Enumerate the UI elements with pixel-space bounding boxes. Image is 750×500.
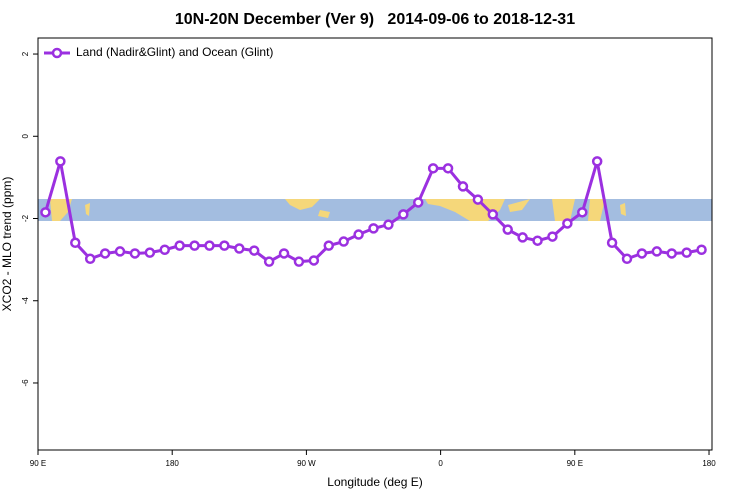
data-point — [442, 163, 454, 174]
data-point — [412, 197, 424, 208]
y-tick-label: -2 — [21, 214, 30, 222]
data-point — [427, 163, 439, 174]
data-point — [398, 209, 409, 220]
data-point — [114, 246, 126, 257]
x-tick-label: 90 E — [567, 459, 583, 468]
data-point — [651, 246, 663, 257]
data-point — [189, 240, 200, 251]
data-point — [368, 223, 379, 234]
data-point — [353, 229, 364, 240]
data-point — [636, 248, 648, 259]
data-point — [174, 240, 185, 251]
y-tick-label: 2 — [21, 51, 30, 56]
data-point — [144, 247, 156, 258]
data-point — [308, 255, 320, 266]
data-point — [457, 181, 469, 192]
data-point — [472, 194, 484, 205]
map-strip — [38, 199, 712, 221]
x-tick-label: 90 E — [30, 459, 46, 468]
data-point — [219, 240, 230, 251]
data-point — [248, 245, 260, 256]
plot-frame — [37, 37, 713, 451]
data-point — [234, 243, 245, 254]
data-point — [666, 248, 677, 259]
y-axis-label: XCO2 - MLO trend (ppm) — [0, 177, 14, 312]
data-point — [263, 256, 275, 267]
data-point — [681, 247, 692, 258]
data-point — [591, 156, 603, 167]
y-tick-label: -6 — [21, 379, 30, 387]
data-point — [517, 232, 528, 243]
x-tick-label: 180 — [166, 459, 180, 468]
data-point — [99, 248, 111, 259]
data-point — [606, 237, 618, 249]
data-point — [293, 256, 305, 267]
data-point — [55, 156, 66, 167]
x-axis-label: Longitude (deg E) — [327, 475, 422, 489]
legend-marker — [51, 47, 63, 59]
data-point — [562, 218, 573, 229]
data-point — [323, 240, 335, 251]
data-point — [532, 235, 543, 246]
data-point — [84, 253, 96, 265]
data-point — [278, 248, 290, 259]
y-tick-label: -4 — [21, 297, 30, 305]
legend-label: Land (Nadir&Glint) and Ocean (Glint) — [76, 45, 273, 59]
data-point — [159, 244, 170, 256]
data-point — [338, 236, 349, 247]
y-tick-label: 0 — [21, 133, 30, 138]
data-point — [577, 207, 588, 218]
x-tick-label: 90 W — [297, 459, 316, 468]
chart-title: 10N-20N December (Ver 9) 2014-09-06 to 2… — [175, 11, 575, 28]
x-tick-label: 0 — [438, 459, 443, 468]
data-point — [40, 207, 51, 218]
x-tick-label: 180 — [702, 459, 716, 468]
data-point — [70, 237, 81, 249]
data-point — [383, 219, 394, 230]
data-point — [204, 240, 215, 251]
data-point — [129, 248, 141, 259]
data-point — [621, 253, 633, 265]
data-point — [547, 231, 558, 242]
data-point — [487, 209, 499, 220]
data-point — [696, 244, 707, 256]
data-point — [502, 224, 513, 235]
